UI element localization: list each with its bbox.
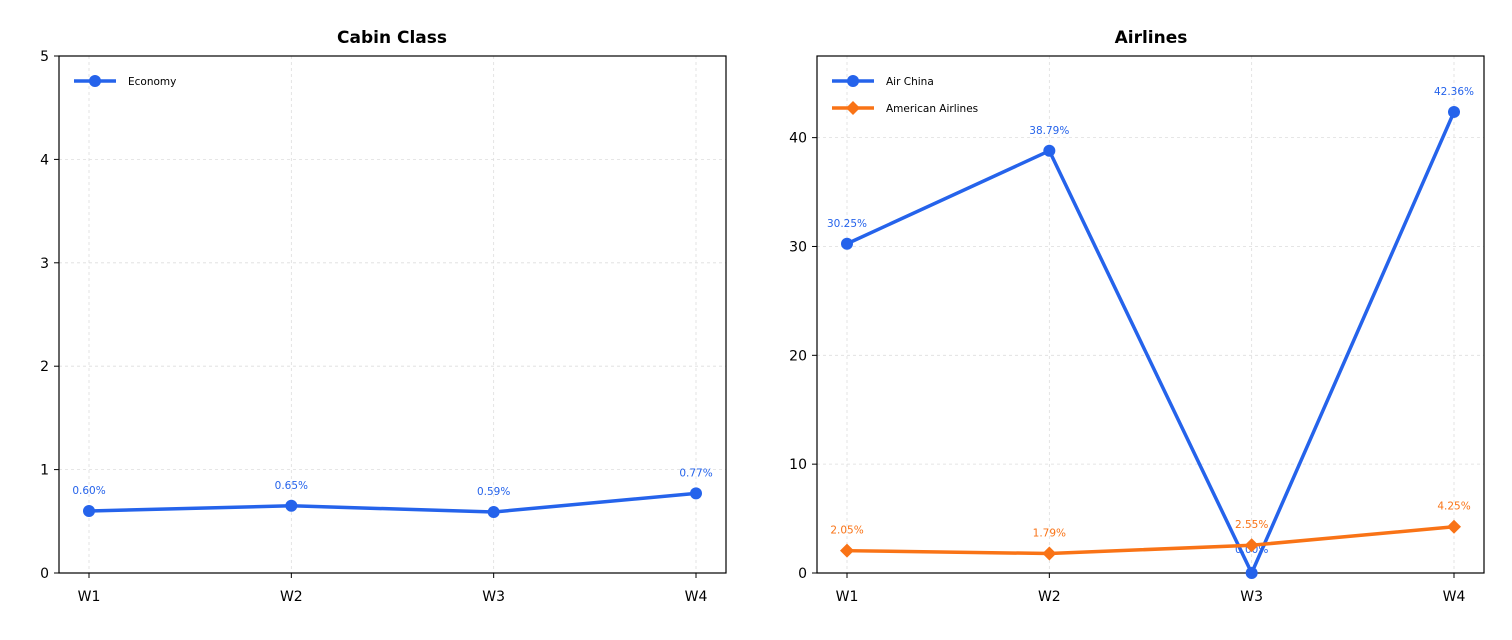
- y-tick-label: 1: [40, 463, 49, 479]
- data-label: 0.60%: [72, 485, 105, 497]
- data-label: 4.25%: [1437, 501, 1470, 513]
- data-point-marker: [83, 504, 95, 517]
- data-label: 38.79%: [1029, 125, 1069, 137]
- data-point-marker: [690, 487, 702, 500]
- panel-airlines: Airlines W1W2W3W401020304030.25%38.79%0.…: [789, 28, 1485, 605]
- data-label: 42.36%: [1434, 86, 1474, 98]
- y-tick-label: 10: [789, 457, 807, 473]
- data-point-marker: [841, 237, 853, 250]
- data-label: 1.79%: [1033, 528, 1066, 540]
- x-tick-label: W3: [482, 589, 505, 605]
- data-point-marker: [1244, 538, 1259, 553]
- y-tick-label: 5: [40, 49, 49, 65]
- x-tick-label: W4: [685, 589, 708, 605]
- y-tick-label: 4: [40, 152, 49, 168]
- x-tick-label: W3: [1240, 589, 1263, 605]
- x-tick-label: W1: [78, 589, 101, 605]
- legend-label: Economy: [128, 76, 176, 88]
- data-label: 2.55%: [1235, 519, 1268, 531]
- legend-marker: [89, 75, 101, 87]
- series-line-air-china: [846, 111, 1456, 575]
- y-tick-label: 0: [798, 566, 807, 582]
- data-point-marker: [1448, 105, 1460, 118]
- y-tick-label: 20: [789, 348, 807, 364]
- data-point-marker: [840, 543, 854, 558]
- data-label: 2.05%: [830, 525, 863, 537]
- series-line-economy: [88, 491, 697, 514]
- y-tick-label: 0: [40, 566, 49, 582]
- y-tick-label: 3: [40, 256, 49, 272]
- series-line-american-airlines: [846, 524, 1455, 556]
- panel-cabin-class: Cabin Class W1 W2 W3 W4 0 1 2 3 4 5 0.60% 0.65% 0.59…: [40, 28, 727, 605]
- x-tick-label: W1: [836, 589, 859, 605]
- data-point-marker: [285, 499, 298, 512]
- legend-marker: [846, 101, 860, 115]
- x-tick-label: W2: [1038, 589, 1061, 605]
- data-point-marker: [1245, 567, 1258, 579]
- y-tick-label: 2: [40, 359, 49, 375]
- legend-marker: [847, 75, 859, 87]
- plot-frame: [58, 55, 727, 574]
- legend-label: American Airlines: [886, 103, 978, 115]
- data-label: 0.59%: [477, 486, 510, 498]
- data-label: 0.65%: [275, 480, 308, 492]
- x-tick-label: W4: [1443, 589, 1466, 605]
- x-tick-label: W2: [280, 589, 303, 605]
- y-tick-label: 40: [789, 131, 807, 147]
- y-tick-label: 30: [789, 239, 807, 255]
- chart-title: Airlines: [1115, 28, 1188, 48]
- data-label: 0.77%: [679, 467, 712, 479]
- data-point-marker: [1042, 546, 1057, 561]
- legend-label: Air China: [886, 76, 934, 88]
- data-label: 30.25%: [827, 218, 867, 230]
- chart-title: Cabin Class: [337, 28, 447, 48]
- data-point-marker: [487, 505, 500, 518]
- data-point-marker: [1043, 144, 1056, 157]
- plot-frame: [816, 55, 1485, 574]
- data-point-marker: [1447, 519, 1461, 534]
